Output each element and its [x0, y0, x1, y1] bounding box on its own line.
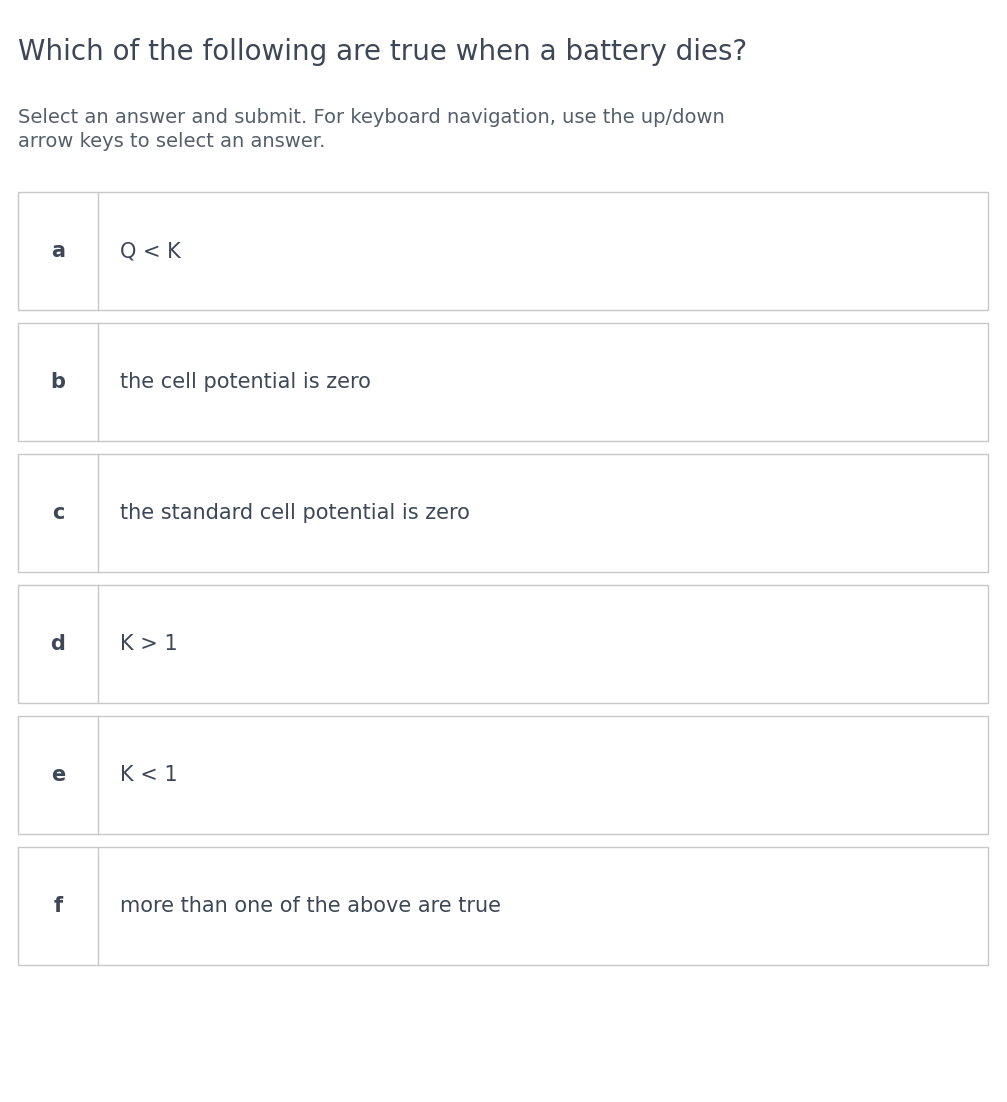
Text: c: c [51, 503, 64, 523]
Text: d: d [50, 634, 65, 653]
Text: b: b [50, 372, 65, 392]
Text: Select an answer and submit. For keyboard navigation, use the up/down: Select an answer and submit. For keyboar… [18, 108, 725, 127]
Bar [18, 323, 988, 441]
Text: f: f [53, 896, 62, 916]
Bar [18, 192, 988, 310]
Text: a: a [51, 241, 65, 261]
Bar [18, 585, 988, 703]
Text: Which of the following are true when a battery dies?: Which of the following are true when a b… [18, 37, 747, 66]
Text: the standard cell potential is zero: the standard cell potential is zero [120, 503, 470, 523]
Text: e: e [51, 765, 65, 785]
Text: Q < K: Q < K [120, 241, 180, 261]
Text: K < 1: K < 1 [120, 765, 177, 785]
Bar [18, 454, 988, 572]
Bar [18, 847, 988, 965]
Text: arrow keys to select an answer.: arrow keys to select an answer. [18, 132, 325, 151]
Text: more than one of the above are true: more than one of the above are true [120, 896, 501, 916]
Text: the cell potential is zero: the cell potential is zero [120, 372, 371, 392]
Bar [18, 716, 988, 834]
Text: K > 1: K > 1 [120, 634, 177, 653]
